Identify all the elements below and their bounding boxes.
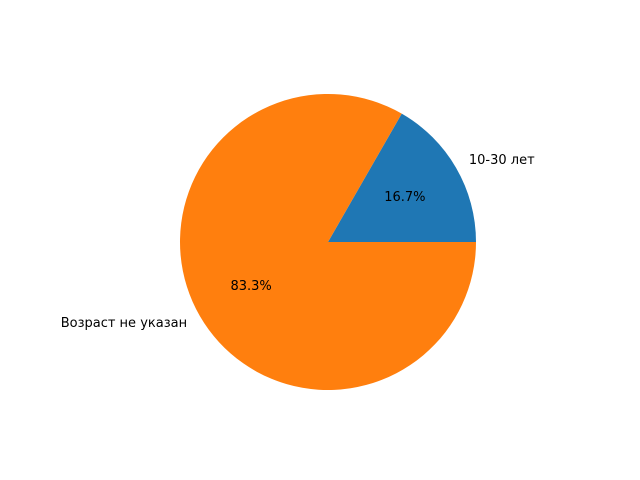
pie-slice-2: [179, 94, 476, 391]
percent-label-1: 16.7%: [384, 190, 425, 205]
pie-slice-1: [328, 113, 476, 242]
pie-labels: 16.7% 10-30 лет 83.3% Возраст не указан: [61, 153, 535, 331]
category-label-2: Возраст не указан: [61, 316, 187, 331]
pie-slices: [179, 94, 476, 391]
category-label-1: 10-30 лет: [469, 153, 535, 168]
percent-label-2: 83.3%: [230, 279, 271, 294]
